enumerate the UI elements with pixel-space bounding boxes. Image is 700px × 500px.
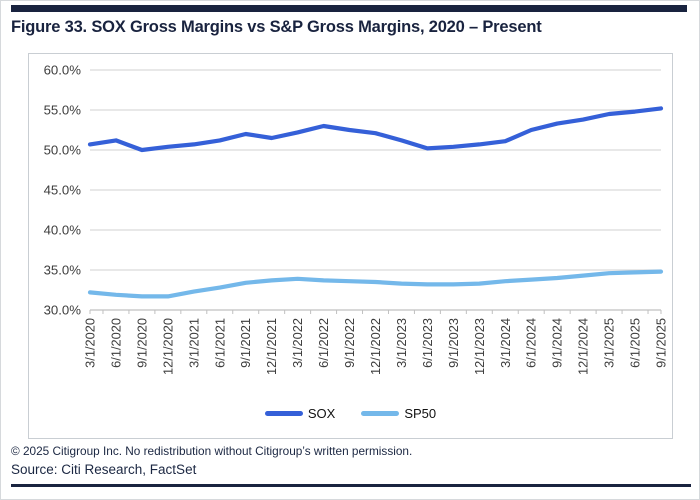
svg-text:6/1/2021: 6/1/2021 [212,318,227,368]
legend-item-sox: SOX [264,406,336,421]
svg-text:9/1/2022: 9/1/2022 [342,318,357,368]
svg-text:12/1/2020: 12/1/2020 [160,318,175,375]
svg-text:9/1/2025: 9/1/2025 [654,318,669,368]
svg-text:45.0%: 45.0% [44,183,82,198]
svg-text:12/1/2021: 12/1/2021 [264,318,279,375]
svg-text:6/1/2024: 6/1/2024 [524,318,539,368]
svg-text:6/1/2025: 6/1/2025 [628,318,643,368]
svg-text:9/1/2024: 9/1/2024 [550,318,565,368]
sp50-line-swatch [361,411,400,416]
svg-text:3/1/2020: 3/1/2020 [83,318,98,368]
svg-text:3/1/2023: 3/1/2023 [394,318,409,368]
svg-text:3/1/2025: 3/1/2025 [602,318,617,368]
legend-item-sp50: SP50 [361,406,436,421]
svg-text:3/1/2022: 3/1/2022 [290,318,305,368]
top-accent-bar [11,5,687,12]
legend-label-sp50: SP50 [404,406,437,421]
svg-text:12/1/2022: 12/1/2022 [368,318,383,375]
svg-text:6/1/2020: 6/1/2020 [108,318,123,368]
svg-text:9/1/2021: 9/1/2021 [238,318,253,368]
copyright-text: © 2025 Citigroup Inc. No redistribution … [11,444,413,458]
svg-text:3/1/2021: 3/1/2021 [186,318,201,368]
figure-title: Figure 33. SOX Gross Margins vs S&P Gros… [11,18,542,36]
svg-text:3/1/2024: 3/1/2024 [498,318,513,368]
svg-text:6/1/2022: 6/1/2022 [316,318,331,368]
svg-text:12/1/2023: 12/1/2023 [472,318,487,375]
svg-text:55.0%: 55.0% [44,103,82,118]
svg-text:12/1/2024: 12/1/2024 [576,318,591,375]
svg-text:60.0%: 60.0% [44,63,82,78]
chart-card: 30.0% 35.0% 40.0% 45.0% 50.0% 55.0% 60.0% 3/1/2… [28,53,673,439]
chart-legend: SOX SP50 [29,406,672,421]
margins-line-chart: 30.0% 35.0% 40.0% 45.0% 50.0% 55.0% 60.0% 3/1/2… [44,63,669,375]
bottom-accent-rule [11,484,691,487]
svg-text:30.0%: 30.0% [44,303,82,318]
sox-line-swatch [264,411,303,416]
svg-text:9/1/2023: 9/1/2023 [446,318,461,368]
legend-label-sox: SOX [307,406,336,421]
svg-text:9/1/2020: 9/1/2020 [134,318,149,368]
svg-text:50.0%: 50.0% [44,143,82,158]
svg-text:35.0%: 35.0% [44,263,82,278]
svg-text:40.0%: 40.0% [44,223,82,238]
source-text: Source: Citi Research, FactSet [11,462,197,477]
svg-text:6/1/2023: 6/1/2023 [420,318,435,368]
